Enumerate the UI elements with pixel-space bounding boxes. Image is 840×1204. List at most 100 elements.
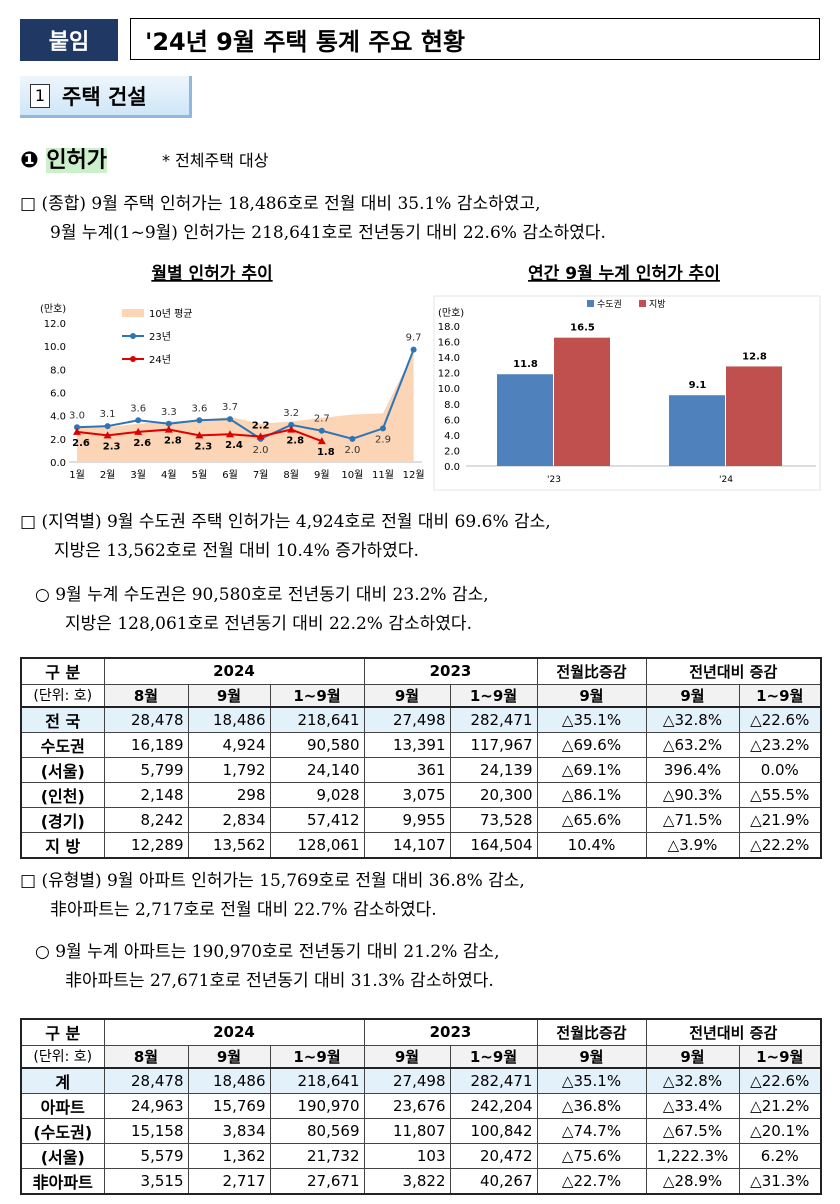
table-cell: 1,222.3% — [645, 1142, 740, 1169]
table-cell: 3,822 — [363, 1167, 451, 1194]
header-cell: 9월 — [187, 1044, 271, 1068]
data-label: 3.6 — [191, 403, 207, 414]
table-cell: △74.7% — [536, 1117, 647, 1144]
table-cell: △75.6% — [536, 1142, 647, 1169]
header-cell: 9월 — [187, 683, 271, 708]
subsection: ❶ 인허가 — [20, 142, 108, 174]
y-tick-label: 4.0 — [444, 431, 460, 442]
table-cell: △35.1% — [536, 1067, 647, 1094]
data-label: 3.0 — [69, 410, 85, 421]
header-cell: 1~9월 — [269, 683, 365, 708]
marker — [165, 420, 172, 427]
header-cell: 2024 — [103, 657, 365, 685]
table-cell: 27,498 — [363, 706, 451, 733]
table-body: 계 28,478 18,486 218,641 27,498 282,471 △35.1% △… — [20, 1067, 822, 1194]
y-tick-label: 2.0 — [444, 446, 460, 457]
table-cell: 28,478 — [103, 1067, 189, 1094]
table-cell: △69.6% — [536, 732, 647, 758]
paragraph-line: □ (지역별) 9월 수도권 주택 인허가는 4,924호로 전월 대비 69.… — [20, 512, 551, 532]
table-cell: 27,498 — [363, 1067, 451, 1094]
table-cell: 40,267 — [449, 1167, 538, 1194]
header-cell: 전년대비 증감 — [645, 657, 822, 685]
data-label: 3.3 — [161, 407, 177, 418]
marker — [317, 437, 326, 445]
y-tick-label: 18.0 — [438, 322, 460, 333]
header-cell: 2023 — [363, 657, 538, 685]
header-cell: 1~9월 — [449, 683, 538, 708]
table-cell: 164,504 — [449, 832, 538, 859]
table-cell: 3,515 — [103, 1167, 189, 1194]
marker — [226, 430, 234, 438]
row-label: 계 — [20, 1067, 105, 1094]
y-tick-label: 2.0 — [50, 435, 66, 446]
header-cell: 9월 — [536, 1044, 647, 1068]
data-label: 2.8 — [164, 436, 182, 447]
table-cell: 218,641 — [269, 1067, 365, 1094]
x-tick-label: 3월 — [130, 469, 146, 481]
paragraph-line: 非아파트는 2,717호로 전월 대비 22.7% 감소하였다. — [50, 900, 437, 920]
marker — [318, 427, 325, 434]
chart-title: 연간 9월 누계 인허가 추이 — [528, 264, 720, 284]
data-label: 2.0 — [344, 445, 360, 456]
bar — [554, 337, 610, 466]
y-tick-label: 0.0 — [50, 458, 66, 469]
row-label: 지 방 — [20, 832, 105, 859]
table-cell: 9,955 — [363, 807, 451, 833]
data-table: 구 분 2024 2023 전월比증감 전년대비 증감 (단위: 호) 8월 9월 1~9월 9월… — [20, 1018, 822, 1195]
table-cell: 6.2% — [738, 1142, 822, 1169]
data-label: 2.2 — [252, 421, 270, 432]
chart-title: 월별 인허가 추이 — [151, 264, 272, 284]
header-cell: 8월 — [103, 1044, 189, 1068]
table-cell: 190,970 — [269, 1092, 365, 1119]
table-cell: 8,242 — [103, 807, 189, 833]
header-row: (단위: 호) 8월 9월 1~9월 9월 1~9월 9월 9월 1~9월 — [20, 1044, 822, 1068]
table-row: 전 국 28,478 18,486 218,641 27,498 282,471 △35.1… — [20, 706, 822, 733]
table-cell: △22.6% — [738, 1067, 822, 1094]
y-tick-label: 10.0 — [44, 342, 66, 353]
section-title: 주택 건설 — [62, 84, 147, 109]
x-tick-label: 2월 — [100, 469, 116, 481]
table-cell: △86.1% — [536, 782, 647, 808]
paragraph: □ (지역별) 9월 수도권 주택 인허가는 4,924호로 전월 대비 69.… — [20, 508, 551, 566]
paragraph-line: 지방은 128,061호로 전년동기 대비 22.2% 감소하였다. — [65, 614, 472, 634]
legend-swatch — [130, 333, 136, 339]
marker — [74, 424, 80, 431]
marker — [103, 431, 112, 439]
marker — [349, 435, 356, 442]
table-cell: 20,472 — [449, 1142, 538, 1169]
y-tick-label: 12.0 — [438, 369, 460, 380]
table-cell: 2,717 — [187, 1167, 271, 1194]
marker — [104, 423, 111, 430]
header-row: (단위: 호) 8월 9월 1~9월 9월 1~9월 9월 9월 1~9월 — [20, 683, 822, 708]
table-cell: △71.5% — [645, 807, 740, 833]
table-cell: 11,807 — [363, 1117, 451, 1144]
data-label: 2.0 — [253, 445, 269, 456]
marker — [410, 346, 417, 353]
y-tick-label: 0.0 — [444, 462, 460, 473]
chart: 연간 9월 누계 인허가 추이 (만호) 0.0 2.0 4.0 6.0 8.0 10.0 12… — [433, 264, 821, 491]
table-cell: 20,300 — [449, 782, 538, 808]
table-cell: △55.5% — [738, 782, 822, 808]
section-number: 1 — [30, 83, 50, 108]
paragraph: ○ 9월 누계 수도권은 90,580호로 전년동기 대비 23.2% 감소, 지… — [35, 581, 489, 639]
y-tick-label: 14.0 — [438, 353, 460, 364]
table-cell: 28,478 — [103, 706, 189, 733]
legend-swatch — [130, 356, 136, 362]
table-cell: 16,189 — [103, 732, 189, 758]
paragraph-line: 9월 누계(1~9월) 인허가는 218,641호로 전년동기 대비 22.6%… — [50, 223, 606, 243]
table-cell: 5,799 — [103, 757, 189, 783]
marker — [256, 432, 265, 440]
table-header: 구 분 2024 2023 전월比증감 전년대비 증감 (단위: 호) 8월 9월 1~9월 9월… — [20, 1018, 822, 1068]
y-tick-label: 4.0 — [50, 412, 66, 423]
bar — [497, 374, 553, 466]
data-label: 2.9 — [375, 434, 391, 445]
table-cell: △63.2% — [645, 732, 740, 758]
data-label: 16.5 — [570, 323, 595, 334]
table-cell: 18,486 — [187, 1067, 271, 1094]
header-cell: 9월 — [363, 1044, 451, 1068]
header-cell: 구 분 — [20, 1018, 105, 1046]
table-cell: 396.4% — [645, 757, 740, 783]
table-cell: △22.2% — [738, 832, 822, 859]
section-heading: 1 주택 건설 — [20, 76, 192, 118]
